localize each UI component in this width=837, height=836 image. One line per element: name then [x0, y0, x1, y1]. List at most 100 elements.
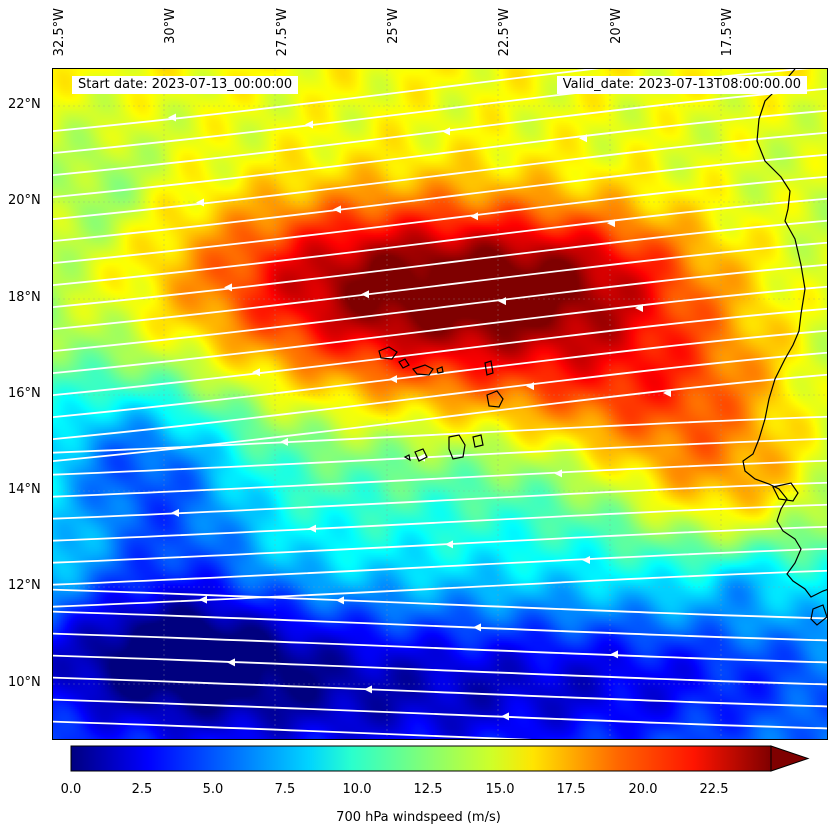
lon-label-27-5w: 27.5°W [275, 8, 290, 57]
colorbar-tick: 12.5 [413, 782, 443, 797]
streamline-arrow [305, 120, 313, 129]
streamline [53, 351, 827, 440]
colorbar-tick: 7.5 [274, 782, 296, 797]
streamline-arrow [501, 712, 509, 721]
colorbar-tick: 0.0 [60, 782, 82, 797]
colorbar-extend-arrow [770, 745, 810, 772]
island-sao-nicolau [411, 364, 434, 376]
map-overlay [53, 69, 827, 740]
coastline [742, 69, 827, 626]
colorbar-tick: 5.0 [202, 782, 224, 797]
streamline [53, 373, 827, 462]
island-fogo [414, 448, 428, 462]
streamline [53, 437, 827, 476]
streamline [53, 654, 827, 686]
lat-label-18n: 18°N [8, 290, 41, 305]
streamline [53, 109, 827, 198]
streamline-arrow [445, 540, 453, 549]
streamline [53, 131, 827, 220]
coastline-island [810, 604, 827, 626]
streamline-arrow [336, 596, 344, 605]
start-date-label: Start date: 2023-07-13_00:00:00 [72, 76, 299, 94]
colorbar-tick: 10.0 [342, 782, 372, 797]
island-sal [484, 360, 494, 376]
streamline [53, 569, 827, 608]
streamline-arrow [199, 595, 207, 604]
streamline [53, 219, 827, 308]
colorbar-tick: 22.5 [699, 782, 729, 797]
streamline-arrow [470, 212, 478, 221]
streamline-arrow [308, 524, 316, 533]
colorbar-label: 700 hPa windspeed (m/s) [336, 810, 501, 825]
streamline-arrow [442, 127, 450, 136]
streamline-arrow [498, 297, 506, 306]
streamline [53, 69, 601, 132]
streamline [53, 241, 827, 330]
streamline [53, 307, 827, 396]
lon-label-25w: 25°W [386, 8, 401, 44]
coastline-inlet [772, 482, 799, 502]
streamline [53, 481, 827, 520]
lat-label-22n: 22°N [8, 97, 41, 112]
streamline-arrow [389, 375, 397, 384]
streamline-arrow [171, 508, 179, 517]
streamlines [53, 69, 827, 739]
colorbar-tick: 15.0 [485, 782, 515, 797]
island-boa-vista [486, 390, 504, 408]
streamline [53, 676, 827, 708]
streamline [53, 263, 827, 352]
valid-date-label: Valid_date: 2023-07-13T08:00:00.00 [556, 76, 807, 94]
lon-label-20w: 20°W [609, 8, 624, 44]
streamline [53, 720, 532, 739]
streamline [53, 610, 827, 642]
streamline-arrow [663, 388, 671, 397]
streamline-arrow [196, 198, 204, 207]
streamline-arrow [610, 650, 618, 659]
streamline [53, 698, 827, 730]
map-panel [52, 68, 828, 740]
streamline-arrow [607, 219, 615, 228]
island-brava [403, 454, 411, 462]
cape-verde-islands [378, 346, 504, 462]
lon-label-17-5w: 17.5°W [720, 8, 735, 57]
africa-coastline [742, 69, 827, 598]
streamline [53, 87, 827, 176]
streamline [53, 285, 827, 374]
island-santiago [448, 434, 466, 460]
streamline [53, 547, 827, 586]
streamline-arrow [227, 658, 235, 667]
colorbar-tick: 20.0 [628, 782, 658, 797]
lat-label-16n: 16°N [8, 386, 41, 401]
lat-label-14n: 14°N [8, 482, 41, 497]
island-maio [472, 434, 484, 448]
streamline [53, 197, 827, 286]
streamline [53, 153, 827, 242]
streamline [53, 329, 827, 418]
streamline-arrow [280, 437, 288, 446]
colorbar [70, 745, 810, 772]
streamline [53, 175, 827, 264]
streamline-arrow [635, 304, 643, 313]
streamline-arrow [224, 283, 232, 292]
colorbar-tick: 17.5 [556, 782, 586, 797]
island-santo-antao [378, 346, 398, 360]
streamline-arrow [526, 382, 534, 391]
colorbar-tick: 2.5 [131, 782, 153, 797]
streamline [53, 415, 827, 454]
streamline-arrow [252, 368, 260, 377]
streamline-arrows [168, 113, 671, 740]
lat-label-12n: 12°N [8, 578, 41, 593]
streamline-arrow [579, 134, 587, 143]
streamline [53, 459, 827, 498]
streamline-arrow [473, 623, 481, 632]
streamline-arrow [168, 113, 176, 122]
lon-label-30w: 30°W [163, 8, 178, 44]
lat-label-10n: 10°N [8, 675, 41, 690]
lon-label-32-5w: 32.5°W [52, 8, 67, 57]
streamline [53, 632, 827, 664]
streamline [53, 69, 812, 154]
island-santa-luzia [436, 366, 444, 374]
island-sao-vicente [398, 358, 410, 369]
colorbar-gradient [70, 745, 772, 772]
streamline-arrow [638, 739, 646, 740]
